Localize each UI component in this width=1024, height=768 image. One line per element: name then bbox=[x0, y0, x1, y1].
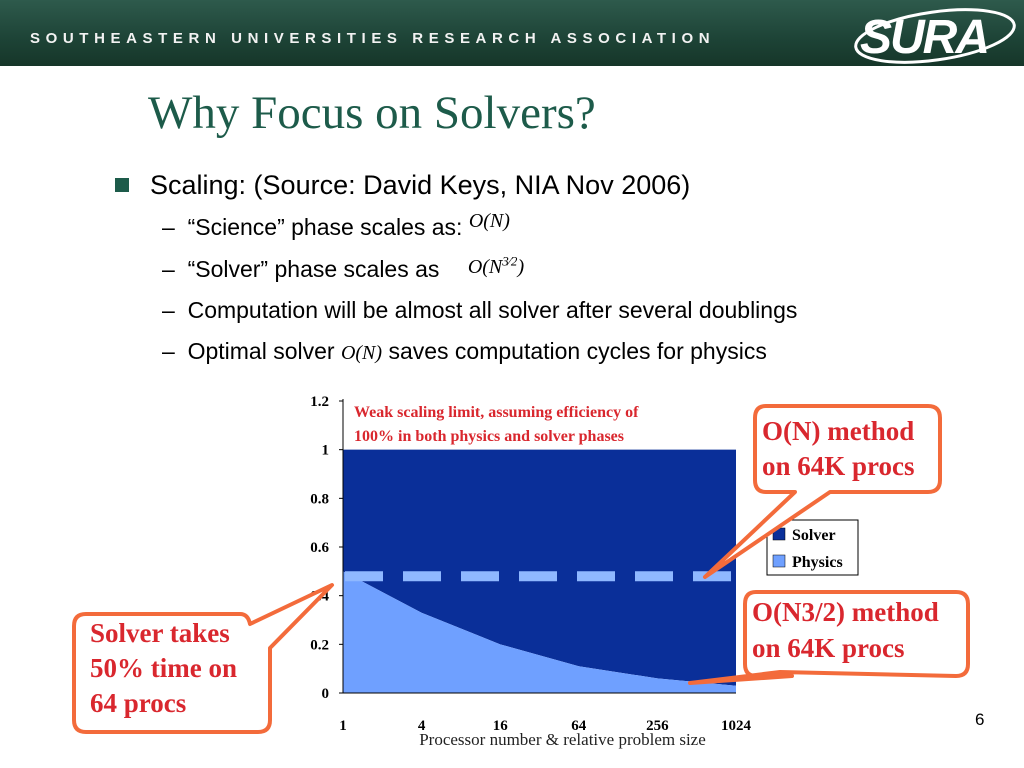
callout-on-line-2: on 64K procs bbox=[762, 451, 915, 481]
callout-on32-box bbox=[688, 590, 970, 685]
math-base: O(N bbox=[467, 256, 503, 278]
math-on-3-2: O(N3⁄2) bbox=[467, 253, 525, 278]
sub-bullet-text-pre: Optimal solver bbox=[187, 338, 335, 364]
header-banner: Southeastern Universities Research Assoc… bbox=[0, 0, 1024, 66]
callout-on-line-1: O(N) method bbox=[762, 416, 914, 446]
callout-solver-box bbox=[72, 583, 334, 734]
dash: – bbox=[162, 297, 175, 323]
callout-solver-line-3: 64 procs bbox=[90, 688, 186, 718]
logo-swoosh-icon bbox=[854, 8, 1016, 64]
math-on: O(N) bbox=[340, 342, 383, 364]
math-close: ) bbox=[517, 256, 525, 278]
logo-text: SURA bbox=[860, 11, 990, 64]
page-number: 6 bbox=[975, 710, 985, 729]
legend-swatch bbox=[772, 554, 786, 568]
sub-bullet-text-post: saves computation cycles for physics bbox=[388, 338, 767, 364]
physics-area bbox=[343, 571, 736, 693]
x-tick-label: 16 bbox=[493, 718, 509, 734]
x-tick-label: 1024 bbox=[721, 718, 752, 734]
main-bullet-text: Scaling: (Source: David Keys, NIA Nov 20… bbox=[150, 170, 691, 200]
sub-bullet-science: – “Science” phase scales as: O(N) bbox=[162, 210, 510, 241]
x-tick-label: 4 bbox=[418, 718, 426, 734]
sub-bullet-optimal: – Optimal solver O(N) saves computation … bbox=[162, 338, 767, 365]
sub-bullet-computation: – Computation will be almost all solver … bbox=[162, 297, 797, 324]
annotation-line-1: Weak scaling limit, assuming efficiency … bbox=[354, 404, 639, 421]
solver-area bbox=[343, 449, 736, 686]
plot-area: 00.20.40.60.811.21416642561024Processor … bbox=[310, 394, 859, 749]
x-tick-label: 1 bbox=[339, 718, 347, 734]
sub-bullet-text: Computation will be almost all solver af… bbox=[187, 297, 798, 323]
y-tick-label: 0.2 bbox=[310, 637, 329, 653]
legend: Solver Physics bbox=[766, 519, 859, 576]
sura-logo: SURA bbox=[850, 6, 1020, 66]
y-tick-label: 1 bbox=[322, 443, 330, 459]
callouts: O(N) method on 64K procs O(N3/2) method on … bbox=[72, 404, 970, 734]
bullet-square-icon bbox=[115, 178, 129, 192]
slide-title: Why Focus on Solvers? bbox=[148, 87, 596, 139]
y-tick-label: 0 bbox=[322, 686, 330, 702]
callout-on32-line-1: O(N3/2) method bbox=[752, 597, 939, 627]
x-axis-label: Processor number & relative problem size bbox=[419, 730, 706, 749]
callout-solver-line-2: 50% time on bbox=[90, 653, 237, 683]
sub-bullet-solver: – “Solver” phase scales as O(N3⁄2) bbox=[162, 253, 525, 283]
organization-name: Southeastern Universities Research Assoc… bbox=[30, 30, 716, 47]
dash: – bbox=[162, 256, 175, 282]
sub-bullet-text: “Science” phase scales as: bbox=[187, 214, 463, 240]
sub-bullet-text: “Solver” phase scales as bbox=[187, 256, 440, 282]
x-tick-label: 256 bbox=[646, 718, 669, 734]
callout-on32-line-2: on 64K procs bbox=[752, 633, 905, 663]
legend-label: Solver bbox=[792, 527, 836, 544]
x-tick-label: 64 bbox=[571, 718, 587, 734]
legend-label: Physics bbox=[792, 554, 843, 571]
y-tick-label: 1.2 bbox=[310, 394, 329, 410]
y-tick-label: 0.6 bbox=[310, 540, 329, 556]
math-exponent: 3⁄2 bbox=[502, 253, 518, 269]
dash: – bbox=[162, 338, 175, 364]
callout-on-box bbox=[703, 404, 942, 579]
math-on: O(N) bbox=[468, 210, 510, 232]
annotation-line-2: 100% in both physics and solver phases bbox=[354, 428, 624, 445]
callout-solver-line-1: Solver takes bbox=[90, 618, 230, 648]
dash: – bbox=[162, 214, 175, 240]
y-tick-label: 0.8 bbox=[310, 491, 329, 507]
